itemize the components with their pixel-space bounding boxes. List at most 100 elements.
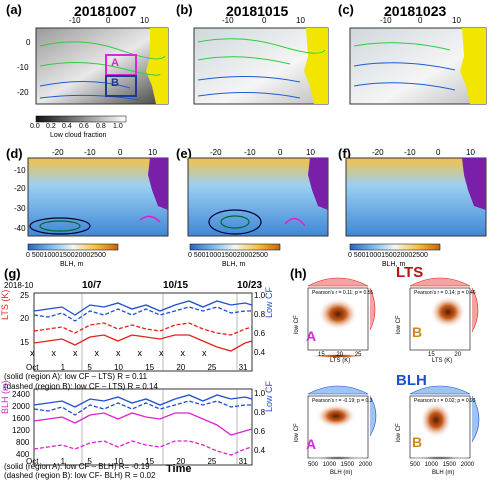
panel-g-label: (g) [4,266,21,281]
lts-title: LTS [396,264,424,281]
p4-stat: Pearson's r = 0.02; p = 0.93 [414,398,476,404]
blh-ticks-left: 0 5001000150020002500 [26,252,106,259]
ts-ytick: 1600 [12,414,30,423]
map-b [193,27,329,105]
map-a [35,27,169,105]
p3-stat: Pearson's r = -0.19; p = 0.3 [312,398,373,404]
p2-region: B [412,324,423,340]
tick-lon: -10 [84,148,96,157]
p1-xlabel: LTS (K) [330,358,351,364]
tick-lon: 0 [278,148,283,157]
caption-top-1: (solid (region A): low CF – LTS) R = 0.1… [4,372,148,381]
tick-lon: 0 [118,148,123,157]
tick-lon: -10 [222,16,234,25]
panel-c-date: 20181023 [384,3,447,19]
tick-lon: 0 [262,16,267,25]
tick-lon: 10 [452,16,461,25]
region-b-label: B [111,77,119,89]
tick-lat: -20 [17,88,29,97]
tick-lon: 10 [466,148,475,157]
p2-ylabel: low CF [396,315,402,334]
cf-tick: 1.0 [113,123,123,130]
top-row-maps [35,27,487,123]
panel-a-date: 20181007 [74,3,137,19]
ts-top-y2label: Low CF [264,286,274,318]
blh-ticks-right: 0 5001000150020002500 [348,252,428,259]
marker-3: 10/23 [237,280,263,291]
panel-a-label: (a) [6,2,22,17]
p2-stat: Pearson's r = 0.14; p = 0.46 [414,290,476,296]
p1-stat: Pearson's r = 0.11; p = 0.55 [312,290,374,296]
p2-xlabel: LTS (K) [432,358,453,364]
ts-y2tick: 0.4 [254,348,266,357]
p3-ylabel: low CF [294,423,300,442]
ts-bot-y2label: Low CF [264,380,274,412]
ts-y2tick: 0.6 [254,427,266,436]
tick-lon: -10 [69,16,81,25]
caption-bot-1: (solid (region A): low CF – BLH) R= -0.1… [4,462,150,471]
ts-ytick: 800 [16,438,30,447]
panel-d-label: (d) [6,146,23,161]
tick-lat: -10 [14,166,26,175]
tick-lon: -10 [244,148,256,157]
blh-colorbar-left [27,243,119,251]
x-marks-top: xxxxxxxxx [30,348,224,358]
tick-lon: -20 [372,148,384,157]
blh-title: BLH [396,372,427,389]
blh-colorbar-label: BLH, m [222,261,246,268]
ts-y2tick: 0.6 [254,329,266,338]
blh-ticks-mid: 0 5001000150020002500 [188,252,268,259]
timeseries-plot [33,292,253,466]
tick-lon: 10 [296,16,305,25]
tick-lon: -10 [380,16,392,25]
blh-colorbar-right [349,243,441,251]
cf-tick: 0.2 [46,123,56,130]
year-month: 2018-10 [4,281,34,290]
panel-e-label: (e) [176,146,192,161]
ts-ytick: 2400 [12,390,30,399]
p3-xlabel: BLH (m) [330,470,353,476]
ts-xticks-bottom: Oct 1 5 10 15 20 25 31 [26,457,248,466]
panel-b-label: (b) [176,2,193,17]
p4-xticks: 500 1000 1500 2000 [410,462,475,468]
tick-lon: 10 [306,148,315,157]
ts-xlabel: Time [166,463,192,475]
ts-top-ylabel: LTS (K) [0,289,10,320]
map-e [187,157,329,237]
ts-ytick: 1200 [12,426,30,435]
tick-lon: -20 [210,148,222,157]
ts-y2tick: 0.8 [254,408,266,417]
tick-lon: -20 [52,148,64,157]
ts-y2tick: 0.8 [254,310,266,319]
p3-region: A [306,436,317,452]
ts-ytick: 400 [16,450,30,459]
ts-y2tick: 0.4 [254,446,266,455]
tick-lon: 0 [106,16,111,25]
tick-lon: 10 [140,16,149,25]
tick-lon: 0 [418,16,423,25]
tick-lat: -20 [14,184,26,193]
tick-lat: -40 [14,224,26,233]
p4-region: B [412,434,423,450]
tick-lon: 0 [436,148,441,157]
cf-tick: 0.8 [96,123,106,130]
cf-colorbar-label: Low cloud fraction [50,132,107,139]
panel-h-label: (h) [290,266,307,281]
cf-tick: 0.0 [30,123,40,130]
blh-colorbar-label: BLH, m [382,261,406,268]
p3-xticks: 500 1000 1500 2000 [308,462,373,468]
ts-y2tick: 1.0 [254,389,266,398]
caption-bot-2: (dashed (region B): low CF- BLH) R = 0.0… [4,471,156,480]
tick-lat: 0 [26,38,31,47]
ts-y2tick: 1.0 [254,291,266,300]
tick-lon: -10 [404,148,416,157]
map-f [345,157,487,237]
cf-tick: 0.6 [79,123,89,130]
marker-2: 10/15 [163,280,189,291]
panel-c-label: (c) [338,2,354,17]
tick-lat: -30 [14,204,26,213]
p1-region: A [306,328,317,344]
blh-colorbar-label: BLH, m [60,261,84,268]
p1-ylabel: low CF [294,315,300,334]
panel-b-date: 20181015 [226,3,289,19]
